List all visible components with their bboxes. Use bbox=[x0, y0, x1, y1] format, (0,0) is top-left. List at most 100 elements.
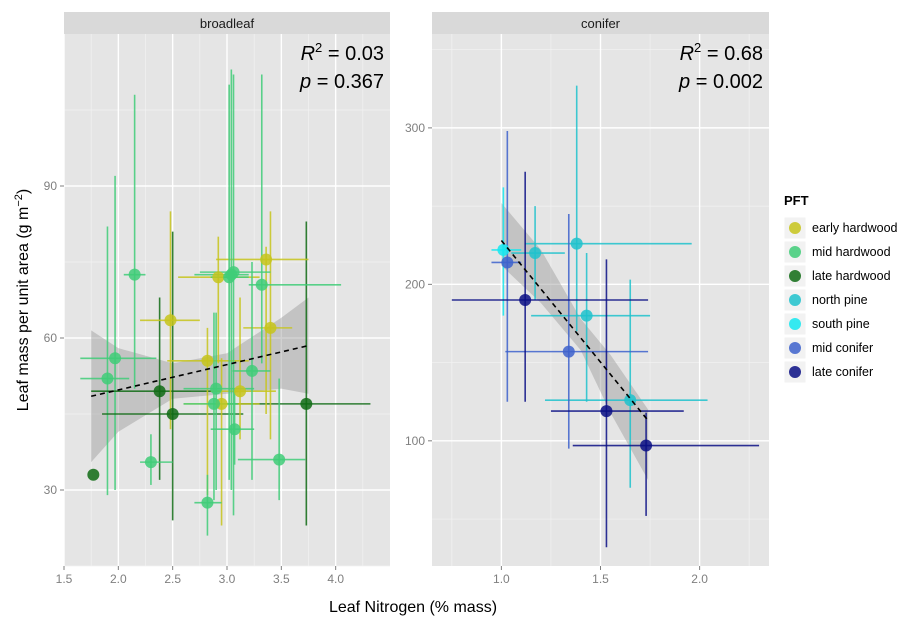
y-tick-label: 100 bbox=[405, 434, 425, 448]
p-value-label: p = 0.002 bbox=[678, 71, 763, 93]
data-point bbox=[497, 243, 510, 256]
strip-label-broadleaf: broadleaf bbox=[200, 16, 255, 31]
p-symbol: p bbox=[299, 71, 311, 93]
legend-item-label: late conifer bbox=[812, 365, 873, 379]
data-point bbox=[153, 385, 166, 398]
legend-item-late-conifer: late conifer bbox=[783, 360, 873, 384]
x-tick-label: 3.0 bbox=[219, 572, 236, 586]
data-point bbox=[600, 405, 613, 418]
data-point bbox=[501, 256, 514, 269]
legend-item-late-hardwood: late hardwood bbox=[783, 264, 891, 288]
data-point bbox=[164, 314, 177, 327]
panel-broadleaf: broadleaf 1.5 2.0 2.5 3.0 3.5 4.0 30 60 90 R2 = 0.… bbox=[44, 12, 390, 586]
legend-item-mid-hardwood: mid hardwood bbox=[783, 240, 891, 264]
y-axis-title: Leaf mass per unit area (g m−2) bbox=[13, 189, 32, 411]
data-point bbox=[109, 352, 122, 365]
y-axis-title-sup: −2 bbox=[13, 194, 25, 207]
p-value-label: p = 0.367 bbox=[299, 71, 384, 93]
data-point bbox=[255, 278, 268, 291]
data-point bbox=[166, 408, 179, 420]
r-squared-value: = 0.03 bbox=[322, 43, 384, 65]
x-tick-label: 2.0 bbox=[691, 572, 708, 586]
x-tick-label: 2.0 bbox=[110, 572, 127, 586]
data-point bbox=[245, 364, 258, 377]
legend-item-south-pine: south pine bbox=[783, 312, 870, 336]
legend-key-swatch bbox=[789, 294, 801, 306]
legend-key-swatch bbox=[789, 270, 801, 282]
data-point bbox=[201, 496, 214, 509]
panel-conifer: conifer 1.0 1.5 2.0 100 200 300 R2 = 0.68 p = 0.… bbox=[405, 12, 769, 586]
x-tick-label: 4.0 bbox=[327, 572, 344, 586]
r-squared-superscript: 2 bbox=[694, 40, 701, 55]
plot-area bbox=[451, 85, 760, 548]
data-point bbox=[273, 453, 286, 466]
y-tick-label: 60 bbox=[44, 331, 58, 345]
data-point bbox=[87, 468, 100, 481]
trend-line bbox=[90, 344, 309, 398]
data-point bbox=[570, 237, 583, 250]
legend-key-swatch bbox=[789, 246, 801, 258]
data-point bbox=[264, 321, 277, 334]
r-squared-label: R2 = 0.03 bbox=[301, 40, 384, 65]
legend-item-label: early hardwood bbox=[812, 221, 898, 235]
r-squared-label: R2 = 0.68 bbox=[680, 40, 763, 65]
r-symbol: R bbox=[680, 43, 694, 65]
x-tick-label: 1.5 bbox=[56, 572, 73, 586]
data-point bbox=[101, 372, 114, 385]
data-point bbox=[227, 266, 240, 279]
legend-key-swatch bbox=[789, 366, 801, 378]
p-value: = 0.367 bbox=[311, 71, 384, 93]
data-point bbox=[640, 439, 653, 452]
y-tick-label: 30 bbox=[44, 483, 58, 497]
data-point bbox=[529, 247, 542, 260]
legend-title: PFT bbox=[784, 193, 809, 208]
legend-key-swatch bbox=[789, 342, 801, 354]
data-point bbox=[300, 397, 313, 410]
y-axis-title-main: Leaf mass per unit area (g m bbox=[15, 207, 32, 412]
strip-background bbox=[432, 12, 769, 34]
y-tick-label: 300 bbox=[405, 121, 425, 135]
x-tick-label: 1.0 bbox=[493, 572, 510, 586]
y-tick-label: 200 bbox=[405, 277, 425, 291]
data-point bbox=[234, 385, 247, 398]
plot-area bbox=[80, 69, 371, 536]
legend-item-mid-conifer: mid conifer bbox=[783, 336, 873, 360]
data-point bbox=[562, 345, 575, 358]
y-tick-label: 90 bbox=[44, 179, 58, 193]
legend-item-label: south pine bbox=[812, 317, 870, 331]
data-point bbox=[212, 271, 225, 284]
x-tick-label: 2.5 bbox=[164, 572, 181, 586]
x-axis-title: Leaf Nitrogen (% mass) bbox=[329, 599, 497, 616]
strip-background bbox=[64, 12, 390, 34]
data-point bbox=[207, 397, 220, 410]
x-tick-label: 3.5 bbox=[273, 572, 290, 586]
r-symbol: R bbox=[301, 43, 315, 65]
data-point bbox=[580, 309, 593, 322]
p-value: = 0.002 bbox=[690, 71, 763, 93]
data-point bbox=[260, 253, 273, 266]
data-point bbox=[128, 268, 141, 281]
trend-line bbox=[500, 240, 649, 421]
confidence-ribbon bbox=[91, 297, 309, 463]
legend-item-label: north pine bbox=[812, 293, 868, 307]
r-squared-superscript: 2 bbox=[315, 40, 322, 55]
data-point bbox=[228, 423, 241, 436]
x-tick-label: 1.5 bbox=[592, 572, 609, 586]
data-point bbox=[519, 294, 532, 306]
legend-item-north-pine: north pine bbox=[783, 288, 868, 312]
data-point bbox=[201, 354, 214, 367]
legend-item-label: mid conifer bbox=[812, 341, 873, 355]
p-symbol: p bbox=[678, 71, 690, 93]
r-squared-value: = 0.68 bbox=[701, 43, 763, 65]
legend-key-swatch bbox=[789, 318, 801, 330]
y-axis-title-close: ) bbox=[15, 189, 32, 194]
legend-item-label: mid hardwood bbox=[812, 245, 891, 259]
legend-item-early-hardwood: early hardwood bbox=[783, 216, 898, 240]
data-point bbox=[144, 456, 157, 469]
legend-key-swatch bbox=[789, 222, 801, 234]
legend-item-label: late hardwood bbox=[812, 269, 891, 283]
data-point bbox=[210, 382, 223, 395]
